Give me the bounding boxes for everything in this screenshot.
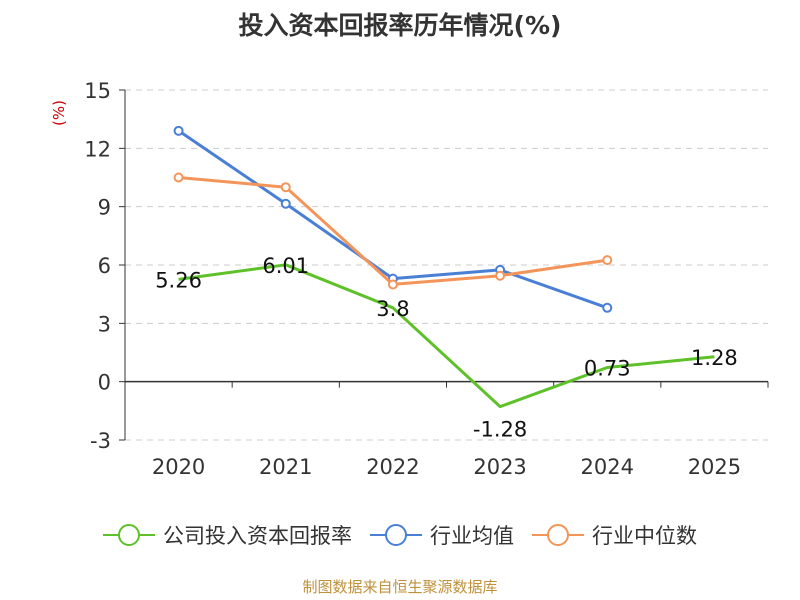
legend-item[interactable]: 公司投入资本回报率	[103, 520, 352, 550]
data-label: 3.8	[376, 297, 409, 321]
data-point	[280, 182, 291, 193]
data-label: -1.28	[473, 418, 527, 442]
data-point	[173, 125, 184, 136]
series-lines	[173, 125, 715, 409]
y-tick-label: 9	[98, 196, 111, 220]
legend-marker	[370, 523, 422, 547]
y-tick-label: 15	[84, 79, 111, 103]
grid-lines	[125, 89, 768, 441]
data-point	[387, 279, 398, 290]
series-line	[178, 176, 608, 286]
x-tick-label: 2021	[259, 455, 312, 479]
data-point	[602, 255, 613, 266]
y-tick-label: -3	[90, 429, 111, 453]
data-label: 5.26	[155, 268, 202, 292]
legend-marker	[532, 523, 584, 547]
series-line	[178, 263, 715, 409]
legend-marker	[103, 523, 155, 547]
x-tick-label: 2022	[366, 455, 419, 479]
data-label: 0.73	[584, 356, 631, 380]
legend: 公司投入资本回报率 行业均值 行业中位数	[0, 520, 800, 550]
legend-label: 行业均值	[430, 524, 514, 548]
legend-item[interactable]: 行业中位数	[532, 520, 697, 550]
data-labels: 5.26 6.01 3.8 -1.28 0.73 1.28	[155, 254, 738, 442]
legend-label: 行业中位数	[592, 524, 697, 548]
y-tick-label: 6	[98, 254, 111, 278]
x-tick-label: 2020	[152, 455, 205, 479]
data-point	[173, 172, 184, 183]
legend-label: 公司投入资本回报率	[163, 524, 352, 548]
axes	[119, 89, 769, 441]
data-point	[495, 270, 506, 281]
x-tick-label: 2025	[688, 455, 741, 479]
data-label: 1.28	[691, 346, 738, 370]
data-label: 6.01	[262, 254, 309, 278]
y-tick-label: 12	[84, 137, 111, 161]
y-tick-label: 3	[98, 312, 111, 336]
source-note: 制图数据来自恒生聚源数据库	[302, 578, 498, 596]
legend-item[interactable]: 行业均值	[370, 520, 514, 550]
x-tick-label: 2024	[581, 455, 634, 479]
chart-title: 投入资本回报率历年情况(%)	[238, 11, 562, 40]
data-point	[602, 302, 613, 313]
y-tick-label: 0	[98, 371, 111, 395]
tick-labels: -3 0 3 6 9 12 15 2020 2021 2022 2023 2024 2025	[84, 79, 741, 479]
data-point	[280, 198, 291, 209]
x-tick-label: 2023	[473, 455, 526, 479]
